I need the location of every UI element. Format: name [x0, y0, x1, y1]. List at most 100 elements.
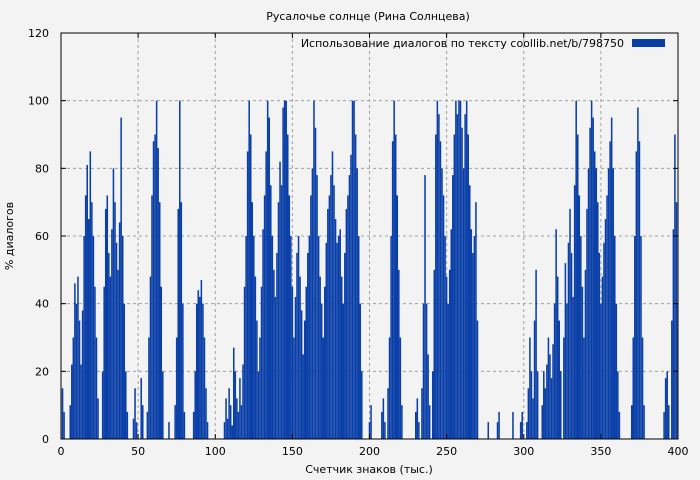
bar	[467, 134, 469, 439]
bar	[277, 202, 280, 439]
bar	[592, 117, 594, 439]
bar	[291, 286, 294, 439]
bar	[663, 411, 665, 439]
bar	[674, 134, 676, 439]
bar	[438, 114, 440, 439]
bar	[583, 337, 585, 439]
bar	[257, 371, 260, 439]
bar	[609, 141, 611, 439]
bar	[132, 418, 135, 439]
bar	[336, 242, 338, 439]
legend: Использование диалогов по тексту coollib…	[301, 37, 665, 50]
bar	[259, 337, 261, 439]
bar	[398, 269, 400, 439]
bar	[149, 276, 152, 439]
bar	[285, 100, 287, 440]
bar	[323, 286, 326, 439]
bar	[387, 388, 389, 439]
y-tick-label: 0	[42, 433, 49, 446]
bar	[274, 296, 277, 439]
bar	[83, 236, 85, 439]
bar	[246, 151, 249, 439]
bar	[260, 286, 263, 439]
bar	[450, 229, 453, 439]
bar	[569, 208, 571, 439]
bar	[597, 202, 599, 439]
bar	[634, 236, 636, 439]
bar	[239, 378, 241, 439]
bar	[535, 269, 537, 439]
bar	[194, 371, 196, 439]
bar	[325, 242, 328, 439]
bar	[543, 371, 545, 439]
bar	[344, 252, 346, 439]
bar	[422, 303, 425, 439]
bar	[635, 151, 638, 439]
bar	[63, 411, 65, 439]
bar	[425, 303, 428, 439]
bar	[202, 303, 204, 439]
bar	[427, 354, 429, 439]
bar	[75, 303, 78, 439]
bar	[316, 175, 318, 439]
x-tick-label: 100	[205, 445, 226, 458]
bar	[637, 107, 639, 439]
bar	[445, 276, 448, 439]
bar	[92, 236, 95, 439]
bar	[590, 100, 593, 440]
bar	[157, 148, 159, 440]
bar	[94, 286, 96, 439]
bar	[282, 107, 284, 439]
bar	[120, 117, 122, 439]
bar	[283, 100, 286, 440]
bar	[630, 405, 633, 439]
bar	[530, 371, 533, 439]
bar	[78, 320, 81, 439]
bar	[307, 252, 309, 439]
bar	[578, 195, 581, 439]
bar	[617, 371, 619, 439]
y-tick-label: 80	[35, 162, 49, 175]
bar	[476, 320, 479, 439]
bar	[126, 411, 129, 439]
bar	[436, 100, 439, 440]
bar	[134, 388, 136, 439]
bar	[154, 134, 156, 439]
bar	[604, 219, 607, 439]
bar	[95, 337, 98, 439]
bar	[550, 378, 553, 439]
bar	[393, 100, 395, 440]
legend-swatch	[632, 39, 665, 47]
bar	[106, 195, 109, 439]
bar	[615, 303, 618, 439]
bar	[320, 303, 323, 439]
y-tick-label: 100	[28, 95, 49, 108]
bar	[388, 337, 391, 439]
bar	[248, 100, 250, 440]
bar	[567, 242, 570, 439]
bar	[339, 229, 341, 439]
bar	[418, 422, 420, 439]
bar	[533, 320, 536, 439]
bar	[456, 114, 459, 439]
bar	[462, 168, 465, 440]
bar	[162, 371, 164, 439]
bar	[521, 411, 523, 439]
bar	[109, 276, 112, 439]
bar	[391, 141, 394, 439]
bar	[293, 337, 295, 439]
bar	[576, 134, 579, 439]
bar	[441, 168, 443, 440]
bar	[327, 208, 329, 439]
bar	[276, 252, 278, 439]
bar	[455, 100, 457, 440]
bar	[555, 229, 557, 439]
bar	[141, 405, 144, 439]
bar	[331, 151, 334, 439]
bar	[337, 236, 340, 439]
bar	[294, 296, 297, 439]
bar	[549, 354, 551, 439]
bar	[465, 100, 468, 440]
bar	[593, 151, 596, 439]
bar	[610, 117, 613, 439]
